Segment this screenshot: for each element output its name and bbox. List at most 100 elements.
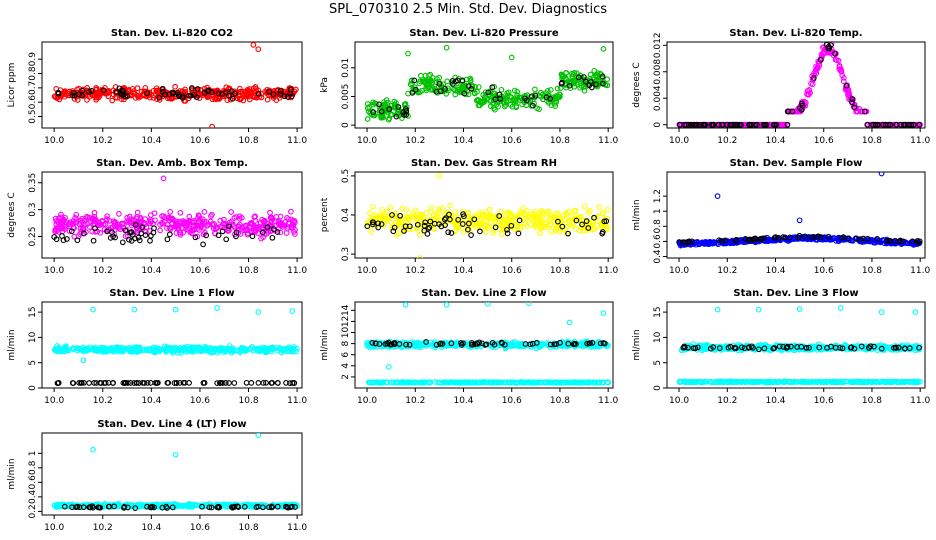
point-subset	[784, 121, 791, 128]
point-subset	[109, 229, 115, 236]
point-all	[581, 87, 588, 94]
x-tick-label: 10.8	[550, 266, 570, 276]
point-all	[418, 72, 424, 79]
x-tick-label: 10.8	[550, 136, 570, 146]
y-tick-label: 5	[653, 360, 663, 366]
point-low	[377, 379, 384, 386]
point-all	[273, 213, 280, 220]
point-all	[217, 347, 224, 354]
point-subset	[788, 343, 794, 350]
point-subset	[555, 218, 561, 225]
point-all	[495, 103, 501, 110]
point-subset	[477, 228, 483, 235]
point-all	[74, 97, 81, 103]
point-subset	[186, 92, 192, 99]
point-all	[209, 92, 216, 98]
chart-title: Stan. Dev. Li-820 Temp.	[729, 28, 862, 39]
y-tick-label: 0	[653, 385, 663, 391]
point-subset	[688, 121, 695, 128]
point-all	[252, 228, 258, 234]
point-subset	[826, 45, 833, 52]
x-tick-label: 10.0	[44, 396, 64, 406]
point-subset	[406, 341, 413, 348]
outlier-point	[525, 302, 532, 306]
point-subset	[838, 235, 845, 241]
x-tick-label: 10.4	[453, 396, 473, 406]
point-subset	[277, 87, 284, 94]
point-all	[240, 88, 246, 95]
point-subset	[727, 121, 734, 128]
point-subset	[857, 236, 864, 242]
y-tick-label: 10	[341, 327, 351, 339]
point-subset	[823, 42, 830, 48]
point-all	[275, 86, 281, 93]
point-subset	[121, 380, 128, 386]
point-all	[245, 88, 252, 95]
point-subset	[86, 89, 92, 95]
point-all	[110, 345, 117, 352]
point-subset	[893, 121, 899, 128]
point-subset	[219, 91, 225, 97]
point-all	[207, 345, 214, 351]
point-subset	[156, 94, 162, 101]
point-subset	[731, 121, 737, 128]
point-subset	[469, 341, 476, 348]
point-subset	[691, 121, 698, 128]
point-subset	[270, 226, 277, 232]
point-subset	[263, 379, 269, 386]
point-all	[604, 223, 610, 230]
y-tick-label: 15	[653, 306, 663, 317]
point-subset	[203, 232, 210, 239]
point-subset	[459, 221, 466, 227]
point-subset	[515, 230, 522, 237]
point-subset	[64, 236, 70, 242]
plot-frame	[41, 301, 303, 389]
point-all	[122, 346, 129, 352]
x-tick-label: 10.8	[862, 136, 882, 146]
point-subset	[586, 82, 593, 89]
point-subset	[909, 238, 916, 245]
plot-frame	[354, 301, 614, 389]
point-subset	[396, 341, 403, 347]
point-all	[203, 219, 210, 225]
point-subset	[866, 344, 872, 351]
point-subset	[390, 340, 397, 347]
point-all	[429, 86, 436, 92]
point-all	[580, 227, 587, 234]
point-subset	[600, 80, 606, 87]
point-low	[552, 379, 559, 385]
point-subset	[281, 93, 288, 100]
point-subset	[516, 217, 523, 224]
outlier-point	[436, 173, 443, 179]
y-tick-label: 0.3	[28, 202, 38, 216]
outlier-point	[443, 44, 450, 51]
outlier-point	[405, 50, 411, 57]
point-subset	[754, 121, 760, 128]
point-all	[222, 221, 228, 227]
y-tick-label: 6	[341, 352, 351, 358]
point-subset	[547, 341, 554, 348]
point-all	[539, 213, 546, 220]
point-subset	[761, 345, 768, 352]
point-subset	[79, 87, 86, 94]
point-all	[192, 348, 198, 355]
outlier-point	[289, 308, 296, 314]
x-tick-label: 10.6	[814, 136, 834, 146]
point-all	[423, 210, 430, 216]
point-all	[380, 222, 387, 229]
point-all	[235, 223, 242, 230]
point-all	[840, 78, 847, 85]
point-subset	[471, 216, 478, 223]
point-subset	[201, 379, 208, 386]
point-all	[251, 94, 258, 100]
point-subset	[427, 218, 434, 225]
point-low	[605, 379, 611, 386]
point-subset	[501, 341, 508, 348]
point-low	[410, 379, 417, 386]
point-all	[263, 90, 270, 96]
point-all	[412, 341, 419, 348]
point-subset	[573, 217, 580, 224]
y-tick-label: 0	[341, 122, 351, 128]
